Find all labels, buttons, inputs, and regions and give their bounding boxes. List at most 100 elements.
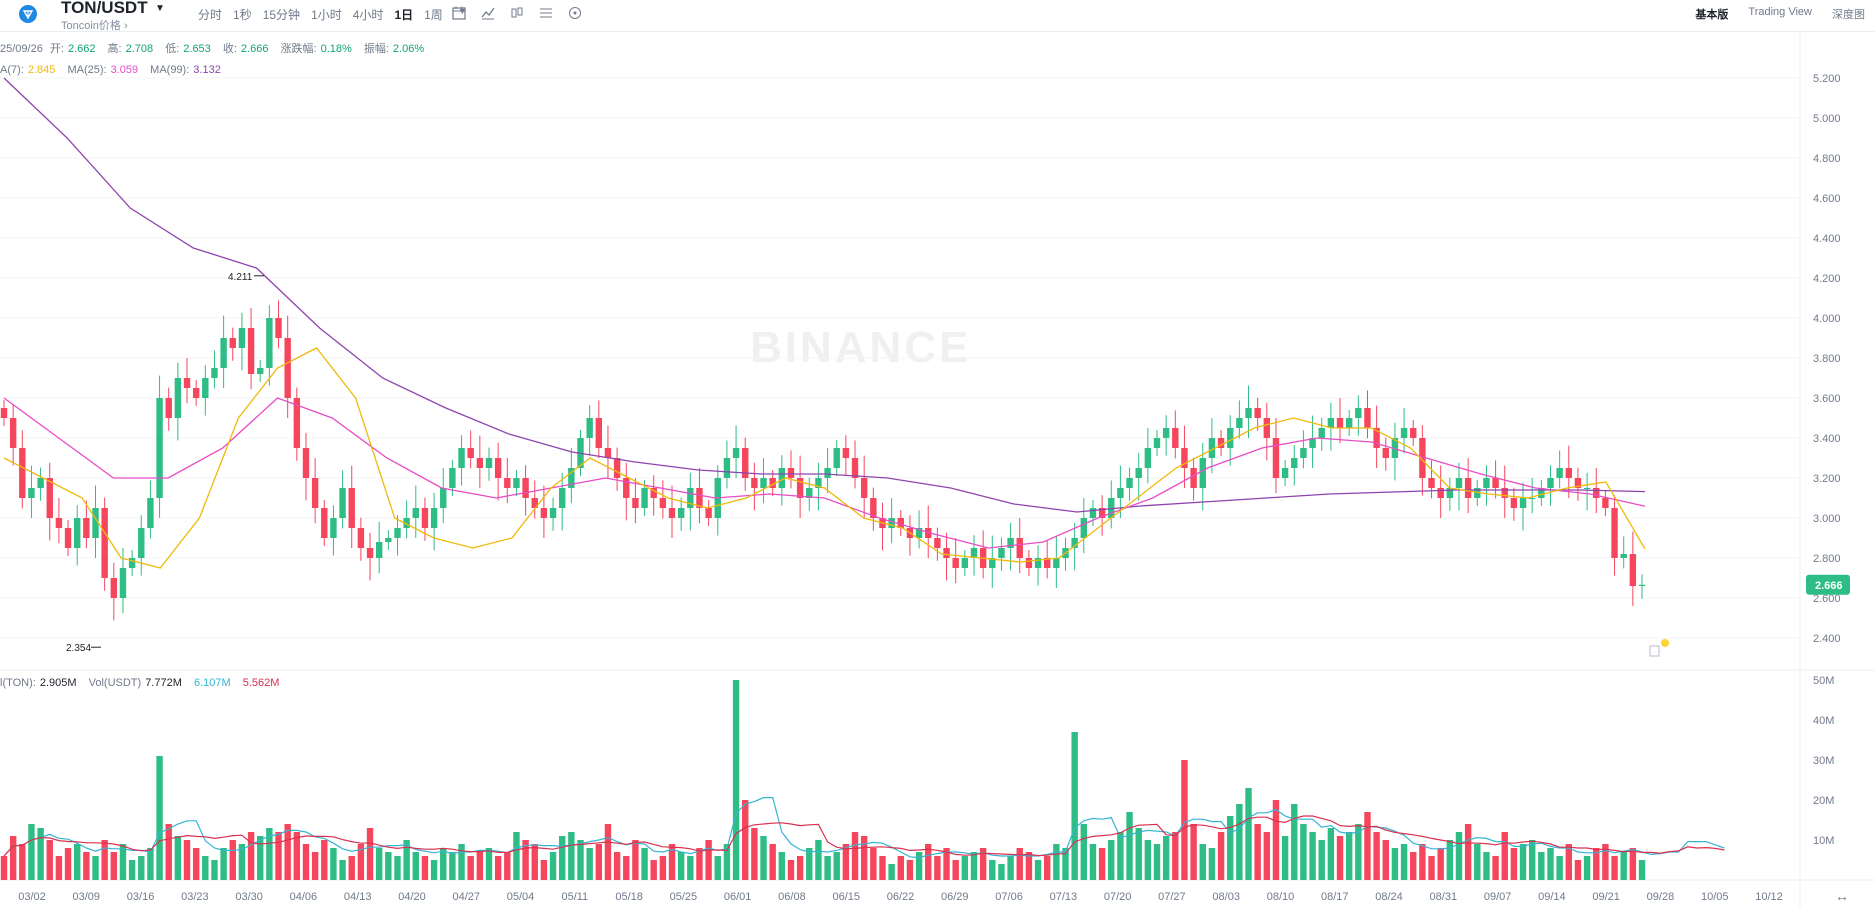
time-tick-label: 03/30 xyxy=(235,891,263,903)
volume-bar xyxy=(769,844,776,880)
volume-bar xyxy=(1071,732,1078,880)
volume-bar xyxy=(851,832,859,880)
ma-legend: A(7): 2.845 MA(25): 3.059 MA(99): 3.132 xyxy=(0,64,221,76)
candle-body xyxy=(156,398,163,498)
candle-body xyxy=(1263,418,1271,438)
pair-title[interactable]: TON/USDT xyxy=(61,0,148,17)
volume-bar xyxy=(1510,848,1518,880)
candle-body xyxy=(1437,488,1444,498)
volume-bar xyxy=(1492,856,1499,880)
volume-bar xyxy=(860,836,868,880)
volume-bar xyxy=(1345,832,1353,880)
view-basic[interactable]: 基本版 xyxy=(1695,9,1729,21)
volume-bar xyxy=(586,848,593,880)
price-tick-label: 3.000 xyxy=(1813,513,1841,525)
candle-body xyxy=(1638,584,1646,586)
reset-scale-icon[interactable]: ↔ xyxy=(1835,888,1849,904)
volume-bar xyxy=(1410,852,1417,880)
candle-body xyxy=(860,478,868,498)
volume-bar xyxy=(1574,860,1582,880)
volume-bar xyxy=(870,848,877,880)
candle-body xyxy=(128,558,136,568)
view-tradingview[interactable]: Trading View xyxy=(1748,6,1812,18)
volume-bar xyxy=(92,856,99,880)
interval-tab[interactable]: 1周 xyxy=(424,8,443,22)
view-depth[interactable]: 深度图 xyxy=(1832,9,1865,21)
interval-tab-active[interactable]: 1日 xyxy=(394,8,414,22)
interval-tab[interactable]: 4小时 xyxy=(352,8,384,22)
volume-bar xyxy=(970,852,978,880)
ma99-line xyxy=(3,77,1646,513)
volume-bar xyxy=(74,844,81,880)
candle-body xyxy=(1291,458,1298,468)
price-chart[interactable]: 5.200 5.000 4.800 4.600 4.400 4.200 4.000 3.800… xyxy=(0,32,1875,907)
chart-type-icon[interactable] xyxy=(509,5,525,21)
candle-body xyxy=(696,488,703,508)
candle-body xyxy=(430,508,438,528)
time-tick-label: 08/24 xyxy=(1375,891,1403,903)
candle-body xyxy=(101,508,108,578)
volume-bar xyxy=(1108,840,1115,880)
volume-bar xyxy=(1593,848,1600,880)
candle-body xyxy=(1108,498,1115,518)
volume-bar xyxy=(156,756,163,880)
candle-body xyxy=(55,518,63,528)
calendar-icon[interactable] xyxy=(451,5,467,21)
volume-bar xyxy=(1455,832,1463,880)
candle-body xyxy=(824,468,831,478)
candle-body xyxy=(1217,438,1225,448)
time-tick-label: 08/03 xyxy=(1212,891,1240,903)
candle-body xyxy=(1162,428,1170,438)
indicator-icon[interactable] xyxy=(480,5,496,21)
candle-body xyxy=(202,378,209,398)
candle-body xyxy=(531,498,538,508)
volume-bar xyxy=(1400,844,1408,880)
volume-bar xyxy=(760,836,767,880)
price-tick-label: 2.600 xyxy=(1813,593,1841,605)
volume-bar xyxy=(1373,832,1380,880)
candle-body xyxy=(1528,498,1536,499)
candle-body xyxy=(1510,498,1518,508)
volume-bar xyxy=(128,860,136,880)
interval-tab[interactable]: 分时 xyxy=(198,8,223,22)
pair-subtitle[interactable]: Toncoin价格 › xyxy=(61,20,128,32)
candle-body xyxy=(83,518,90,538)
volume-bar xyxy=(806,848,813,880)
settings-icon[interactable] xyxy=(538,5,554,21)
volume-bar xyxy=(623,856,630,880)
candle-body xyxy=(815,478,822,488)
time-tick-label: 10/12 xyxy=(1755,891,1783,903)
interval-tab[interactable]: 1秒 xyxy=(233,8,252,22)
volume-bar xyxy=(1318,840,1325,880)
candle-body xyxy=(375,542,383,558)
volume-legend: l(TON): 2.905M Vol(USDT) 7.772M 6.107M 5.5… xyxy=(0,677,280,689)
volume-bar xyxy=(119,844,127,880)
candle-body xyxy=(796,478,804,498)
candle-body xyxy=(549,508,557,518)
volume-bar xyxy=(1547,848,1554,880)
candle-body xyxy=(192,388,200,398)
volume-bar xyxy=(522,840,529,880)
volume-bar xyxy=(961,856,969,880)
candle-body xyxy=(1199,458,1206,488)
interval-tab[interactable]: 15分钟 xyxy=(262,8,301,22)
volume-bar xyxy=(1464,824,1472,880)
toncoin-logo-icon xyxy=(19,5,37,23)
interval-tab[interactable]: 1小时 xyxy=(311,8,342,22)
volume-bar xyxy=(1025,852,1033,880)
candle-body xyxy=(1254,408,1261,418)
vol-ton-value: 2.905M xyxy=(39,677,77,689)
more-icon[interactable] xyxy=(567,5,583,21)
candle-body xyxy=(1419,438,1426,478)
time-tick-label: 04/13 xyxy=(344,891,372,903)
volume-bar xyxy=(540,860,548,880)
volume-bar xyxy=(1190,824,1197,880)
pair-dropdown-icon[interactable]: ▼ xyxy=(155,3,165,14)
candle-body xyxy=(28,488,35,498)
volume-bar xyxy=(275,832,282,880)
candle-body xyxy=(842,448,850,458)
volume-bar xyxy=(229,840,236,880)
volume-bar xyxy=(138,856,145,880)
volume-bar xyxy=(1364,812,1371,880)
time-tick-label: 05/18 xyxy=(615,891,643,903)
